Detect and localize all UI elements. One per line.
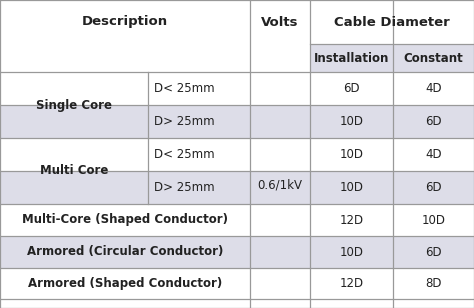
Text: 4D: 4D [425, 148, 442, 161]
Text: 10D: 10D [339, 115, 364, 128]
Text: 0.6/1kV: 0.6/1kV [257, 179, 302, 192]
Text: 10D: 10D [339, 148, 364, 161]
Text: 12D: 12D [339, 277, 364, 290]
Text: 10D: 10D [421, 213, 446, 226]
Text: 6D: 6D [425, 245, 442, 258]
Text: Constant: Constant [404, 51, 464, 64]
Bar [0, 236, 474, 268]
Text: 12D: 12D [339, 213, 364, 226]
Bar [0, 171, 474, 204]
Text: Description: Description [82, 15, 168, 29]
Text: 10D: 10D [339, 181, 364, 194]
Bar [0, 105, 474, 138]
Text: 6D: 6D [425, 181, 442, 194]
Text: Cable Diameter: Cable Diameter [334, 15, 450, 29]
Text: Multi Core: Multi Core [40, 164, 108, 177]
Text: Armored (Shaped Conductor): Armored (Shaped Conductor) [28, 277, 222, 290]
Text: 4D: 4D [425, 82, 442, 95]
Text: 10D: 10D [339, 245, 364, 258]
Text: Installation: Installation [314, 51, 389, 64]
Text: 6D: 6D [343, 82, 360, 95]
Text: D< 25mm: D< 25mm [154, 82, 215, 95]
Text: D> 25mm: D> 25mm [154, 115, 215, 128]
Text: Single Core: Single Core [36, 99, 112, 111]
Text: 8D: 8D [425, 277, 442, 290]
Text: Volts: Volts [261, 15, 299, 29]
Text: D< 25mm: D< 25mm [154, 148, 215, 161]
Text: 6D: 6D [425, 115, 442, 128]
Bar [310, 44, 474, 72]
Text: D> 25mm: D> 25mm [154, 181, 215, 194]
Text: Armored (Circular Conductor): Armored (Circular Conductor) [27, 245, 223, 258]
Text: Multi-Core (Shaped Conductor): Multi-Core (Shaped Conductor) [22, 213, 228, 226]
